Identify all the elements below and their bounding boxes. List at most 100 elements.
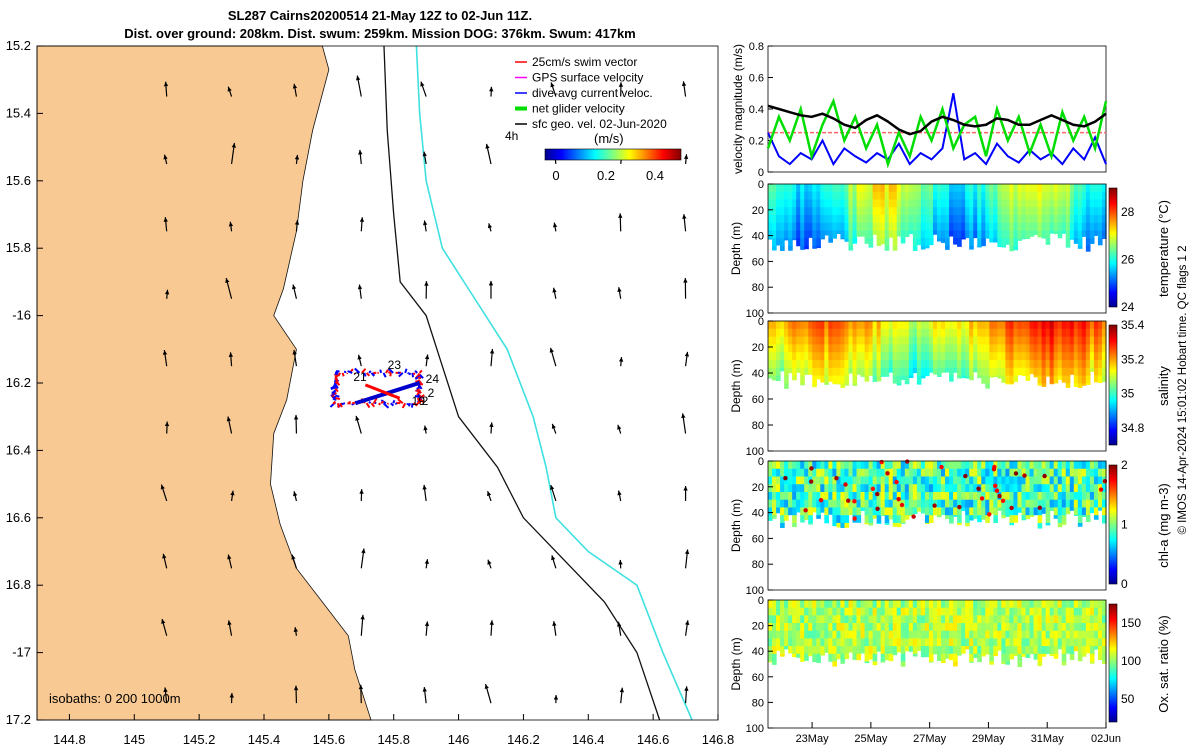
heatmap-cell (872, 600, 878, 609)
heatmap-cell (844, 214, 850, 224)
heatmap-cell (969, 222, 974, 232)
heatmap-cell (945, 630, 950, 639)
heatmap-cell (1025, 336, 1031, 345)
heatmap-cell (844, 630, 850, 639)
heatmap-cell (981, 476, 986, 485)
heatmap-cell (880, 653, 886, 663)
heatmap-cell (796, 476, 801, 485)
chl-sample-dot (875, 491, 880, 497)
heatmap-cell (981, 507, 986, 516)
heatmap-cell (860, 214, 866, 224)
heatmap-cell (892, 638, 898, 647)
heatmap-cell (920, 638, 926, 647)
heatmap-cell (1017, 476, 1023, 485)
heatmap-cell (908, 184, 914, 193)
heatmap-cell (1017, 600, 1023, 609)
heatmap-cell (768, 661, 773, 663)
heatmap-cell (1097, 461, 1103, 470)
heatmap-cell (832, 214, 838, 224)
heatmap-cell (840, 607, 846, 616)
heatmap-cell (864, 507, 870, 516)
heatmap-cell (872, 468, 878, 478)
heatmap-cell (1033, 499, 1039, 509)
heatmap-cell (932, 600, 938, 609)
heatmap-cell (1053, 184, 1059, 193)
heatmap-cell (961, 238, 966, 240)
heatmap-cell (892, 615, 898, 624)
heatmap-cell (892, 245, 898, 251)
heatmap-cell (792, 199, 797, 208)
heatmap-cell (784, 360, 789, 369)
heatmap-cell (896, 230, 902, 237)
heatmap-cell (880, 638, 886, 647)
heatmap-cell (993, 491, 998, 501)
heatmap-cell (780, 630, 785, 639)
isobath-200m (383, 45, 661, 721)
heatmap-cell (928, 638, 934, 647)
heatmap-cell (993, 367, 998, 377)
heatmap-cell (1073, 461, 1079, 470)
heatmap-cell (824, 321, 829, 330)
heatmap-cell (937, 468, 942, 478)
heatmap-cell (792, 184, 797, 193)
heatmap-cell (1077, 491, 1083, 501)
heatmap-cell (872, 367, 878, 377)
heatmap-cell (836, 336, 842, 345)
heatmap-cell (800, 653, 805, 662)
heatmap-cell (792, 600, 797, 609)
heatmap-cell (892, 522, 898, 527)
heatmap-cell (1085, 199, 1091, 208)
heatmap-cell (812, 638, 817, 647)
heatmap-cell (820, 461, 825, 470)
heatmap-cell (804, 515, 809, 521)
heatmap-cell (920, 336, 926, 345)
colorbar-label: Ox. sat. ratio (%) (1156, 615, 1171, 713)
heatmap-cell (1061, 352, 1067, 361)
heatmap-cell (961, 476, 966, 485)
heatmap-cell (1069, 238, 1075, 240)
heatmap-cell (924, 461, 930, 470)
heatmap-cell (1069, 344, 1075, 353)
heatmap-cell (880, 615, 886, 624)
heatmap-frame (767, 183, 1107, 314)
heatmap-cell (1065, 222, 1071, 232)
velocity-arrowhead (549, 347, 554, 353)
heatmap-cell (1005, 515, 1011, 518)
heatmap-cell (1073, 607, 1079, 616)
heatmap-cell (800, 191, 805, 201)
heatmap-cell (840, 476, 846, 485)
heatmap-cell (852, 344, 858, 353)
heatmap-cell (780, 214, 785, 224)
heatmap-cell (924, 344, 930, 353)
heatmap-cell (796, 623, 801, 632)
heatmap-cell (920, 191, 926, 201)
heatmap-cell (949, 646, 954, 655)
heatmap-cell (1065, 630, 1071, 639)
heatmap-cell (945, 499, 950, 509)
heatmap-cell (945, 491, 950, 501)
heatmap-cell (880, 352, 886, 361)
map-x-tick-label: 145 (123, 732, 145, 747)
heatmap-cell (880, 375, 886, 377)
heatmap-cell (900, 638, 906, 647)
heatmap-cell (844, 383, 850, 386)
heatmap-cell (920, 653, 926, 658)
heatmap-cell (856, 499, 862, 509)
heatmap-cell (804, 630, 809, 639)
heatmap-cell (796, 646, 801, 655)
heatmap-cell (812, 336, 817, 345)
heatmap-cell (908, 321, 914, 330)
heatmap-cell (965, 328, 970, 338)
heatmap-cell (1101, 615, 1107, 624)
heatmap-cell (812, 321, 817, 330)
heatmap-cell (965, 191, 970, 201)
heatmap-cell (872, 661, 878, 666)
depth-tick-label: 20 (752, 205, 764, 217)
heatmap-cell (776, 468, 781, 478)
heatmap-cell (1045, 476, 1051, 485)
heatmap-cell (844, 476, 850, 485)
heatmap-cell (856, 607, 862, 616)
map-x-tick-label: 146.4 (572, 732, 605, 747)
heatmap-cell (780, 600, 785, 609)
